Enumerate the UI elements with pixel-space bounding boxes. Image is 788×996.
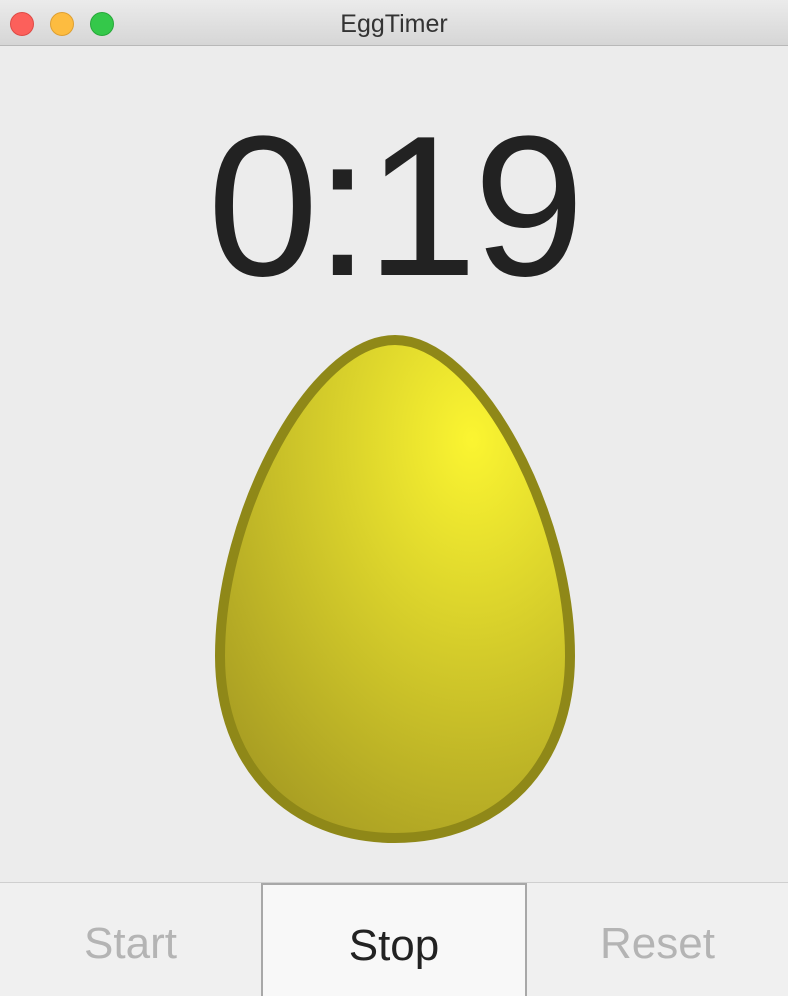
- title-bar[interactable]: EggTimer: [0, 0, 788, 46]
- button-bar: Start Stop Reset: [0, 882, 788, 996]
- timer-display: 0:19: [207, 95, 584, 318]
- close-window-icon[interactable]: [10, 12, 34, 36]
- reset-button[interactable]: Reset: [527, 883, 788, 996]
- zoom-window-icon[interactable]: [90, 12, 114, 36]
- egg-shape: [214, 334, 576, 844]
- start-button[interactable]: Start: [0, 883, 261, 996]
- egg-icon: [214, 334, 576, 844]
- minimize-window-icon[interactable]: [50, 12, 74, 36]
- window-title: EggTimer: [340, 10, 448, 38]
- egg-graphic: [214, 334, 576, 844]
- stop-button[interactable]: Stop: [261, 883, 527, 996]
